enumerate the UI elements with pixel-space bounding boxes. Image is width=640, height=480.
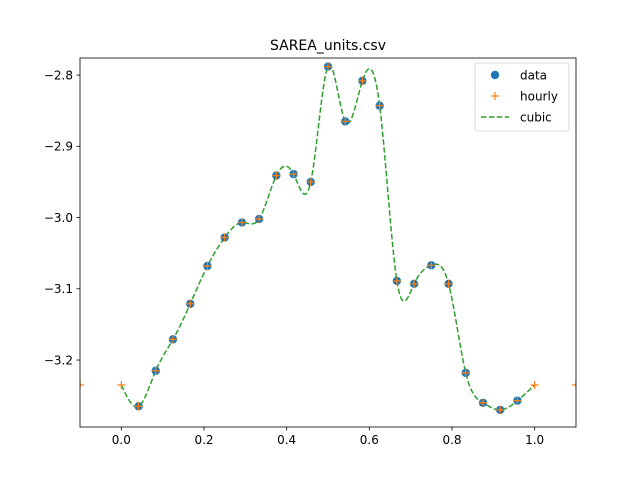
data-point-hourly [341,117,350,126]
data-point-hourly [496,405,505,414]
data-point-hourly [272,171,281,180]
data-point-hourly [255,214,264,223]
plot-frame [79,57,577,428]
data-point-hourly [134,402,143,411]
y-tick-label: −2.9 [44,140,73,154]
y-tick-label: −3.2 [44,353,73,367]
legend-label-data: data [520,68,547,82]
data-point-hourly [392,276,401,285]
legend: data hourly cubic [474,62,570,132]
data-point-hourly [479,398,487,407]
data-point-hourly [151,366,160,375]
data-point-hourly [169,335,177,344]
data-point-hourly [117,380,126,389]
x-tick-label: 0.6 [360,433,379,447]
plot-area [80,62,576,415]
data-point-hourly [444,279,453,288]
data-point-hourly [461,368,470,377]
x-tick-label: 0.2 [194,433,213,447]
y-tick-label: −3.1 [44,282,73,296]
data-point-hourly [220,233,229,242]
y-tick-label: −3.0 [44,211,73,225]
data-point-hourly [358,76,367,85]
data-point-hourly [572,380,576,389]
data-point-hourly [530,380,539,389]
data-point-hourly [375,101,384,110]
data-point-hourly [289,170,298,179]
x-tick-label: 0.0 [112,433,131,447]
data-point-hourly [237,218,246,227]
data-point-hourly [410,279,419,288]
legend-label-hourly: hourly [520,89,558,103]
data-point-hourly [203,262,212,271]
data-point-hourly [186,299,195,308]
data-point-hourly [324,62,332,71]
y-tick-label: −2.8 [44,68,73,82]
chart-title: SAREA_units.csv [270,38,386,54]
data-point-hourly [306,177,315,186]
legend-marker-hourly [491,92,499,100]
x-tick-label: 0.4 [277,433,296,447]
legend-box [474,62,570,132]
axes: 0.0 0.2 0.4 0.6 0.8 1.0 −2.8 −2.9 −3.0 −3.1 −3.2 [44,57,577,447]
legend-label-cubic: cubic [520,110,552,124]
data-point-hourly [513,396,522,405]
x-tick-label: 1.0 [525,433,544,447]
data-point-hourly [427,261,436,270]
x-tick-label: 0.8 [442,433,461,447]
legend-marker-data [490,70,500,80]
data-point-hourly [80,380,84,389]
